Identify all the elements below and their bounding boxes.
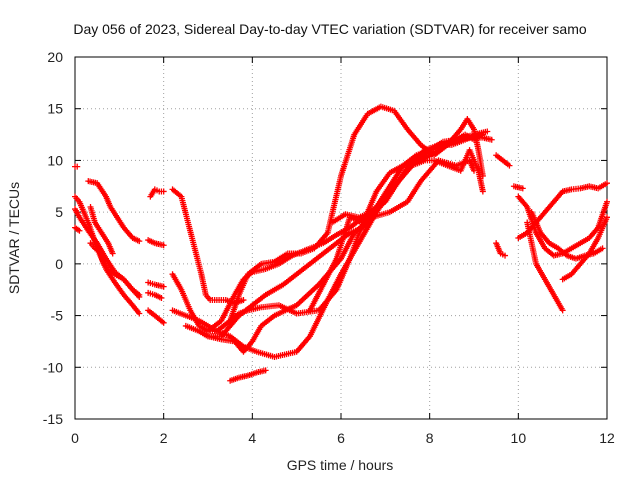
- series-markers: [85, 178, 143, 245]
- x-tick-label: 2: [160, 430, 168, 446]
- y-tick-label: 20: [47, 49, 63, 65]
- x-tick-label: 4: [248, 430, 256, 446]
- series-markers: [87, 203, 116, 257]
- series-track-6: [85, 178, 143, 245]
- x-tick-label: 0: [71, 430, 79, 446]
- x-tick-label: 6: [337, 430, 345, 446]
- series-track-7: [87, 203, 116, 257]
- series-markers: [493, 152, 513, 169]
- y-tick-label: 10: [47, 152, 63, 168]
- series-track-12: [145, 307, 167, 326]
- y-tick-label: 0: [55, 256, 63, 272]
- series-markers: [145, 289, 165, 301]
- x-tick-label: 12: [599, 430, 615, 446]
- series-track-15: [169, 147, 486, 360]
- y-tick-label: 15: [47, 101, 63, 117]
- y-axis-label: SDTVAR / TECUs: [6, 182, 22, 294]
- series-markers: [145, 307, 167, 326]
- series-markers: [510, 183, 526, 192]
- series-track-10: [145, 279, 167, 290]
- axis-ticks: 0 2 4 6 8 10 12 -15 -10 -5 0 5 10 15 20: [43, 49, 615, 446]
- series-markers: [182, 157, 477, 355]
- series-markers: [524, 219, 566, 314]
- series-track-28: [524, 219, 566, 314]
- series-markers: [87, 240, 143, 298]
- x-tick-label: 8: [426, 430, 434, 446]
- series-markers: [72, 163, 81, 170]
- y-tick-label: 5: [55, 204, 63, 220]
- x-axis-label: GPS time / hours: [287, 457, 394, 473]
- series-track-8: [147, 186, 167, 200]
- data-marks: [72, 103, 610, 384]
- series-markers: [559, 180, 610, 195]
- series-track-22: [329, 131, 482, 226]
- series-track-16: [182, 157, 477, 355]
- series-markers: [329, 131, 482, 226]
- series-track-20: [227, 367, 269, 384]
- series-markers: [559, 214, 610, 283]
- series-markers: [169, 147, 486, 360]
- series-track-1: [72, 163, 81, 170]
- series-track-31: [559, 214, 610, 283]
- series-track-4: [72, 224, 83, 234]
- series-track-19: [227, 103, 486, 324]
- series-markers: [227, 367, 269, 384]
- series-track-23: [493, 152, 513, 169]
- y-tick-label: -10: [43, 359, 63, 375]
- y-tick-label: -5: [51, 308, 64, 324]
- series-track-30: [559, 180, 610, 195]
- series-track-25: [510, 183, 526, 192]
- chart-title: Day 056 of 2023, Sidereal Day-to-day VTE…: [73, 21, 586, 37]
- series-track-11: [145, 289, 165, 301]
- series-track-24: [493, 240, 509, 259]
- series-markers: [147, 186, 167, 200]
- series-markers: [145, 237, 167, 249]
- series-markers: [493, 240, 509, 259]
- series-markers: [227, 103, 486, 324]
- series-track-5: [87, 240, 143, 298]
- series-markers: [145, 279, 167, 290]
- series-markers: [72, 224, 83, 234]
- series-track-9: [145, 237, 167, 249]
- y-tick-label: -15: [43, 411, 63, 427]
- x-tick-label: 10: [511, 430, 527, 446]
